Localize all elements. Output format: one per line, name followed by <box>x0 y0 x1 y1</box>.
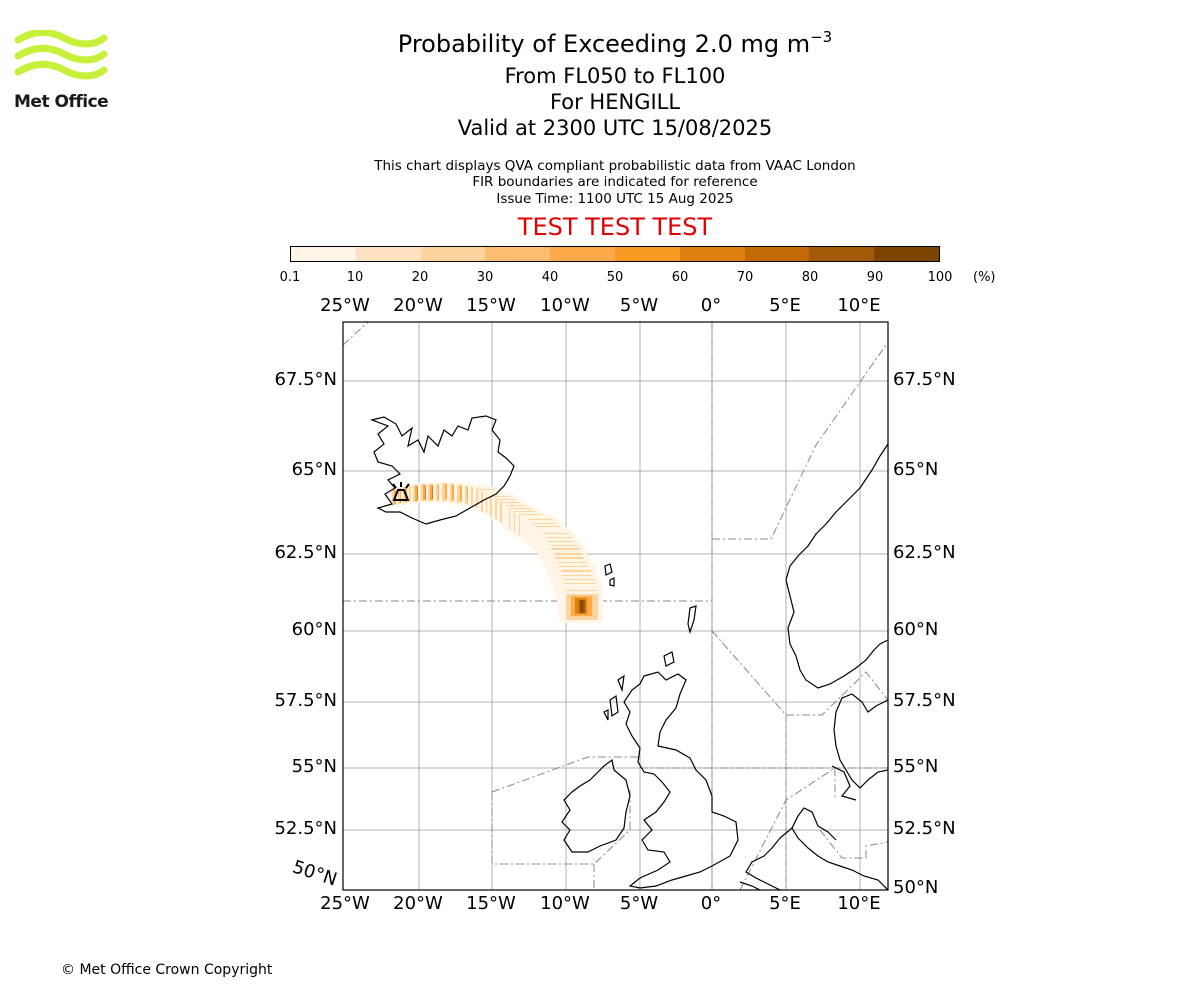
lat-label-right: 57.5°N <box>893 690 956 711</box>
lon-label: 10°E <box>837 295 881 316</box>
colorbar-segment <box>744 247 810 261</box>
colorbar-segment <box>550 247 615 261</box>
lon-label: 15°W <box>466 295 516 316</box>
lat-label-right: 55°N <box>893 756 939 777</box>
fir-boundaries <box>343 322 888 890</box>
lon-label: 25°W <box>320 893 370 914</box>
chart-title: Probability of Exceeding 2.0 mg m−3 <box>0 28 1200 58</box>
lon-label: 20°W <box>393 295 443 316</box>
lat-label-left: 52.5°N <box>274 818 337 839</box>
lon-label: 10°E <box>837 893 881 914</box>
colorbar-segment <box>355 247 421 261</box>
info-line-3: Issue Time: 1100 UTC 15 Aug 2025 <box>496 191 734 207</box>
colorbar-tick-label: 40 <box>541 270 559 285</box>
colorbar-tick-label: 100 <box>927 270 953 285</box>
colorbar-tick-label: 90 <box>866 270 884 285</box>
gridlines <box>343 322 888 890</box>
flight-levels: From FL050 to FL100 <box>504 64 726 88</box>
colorbar-tick-label: 70 <box>736 270 754 285</box>
info-line-2: FIR boundaries are indicated for referen… <box>472 174 758 190</box>
lat-label-left: 65°N <box>291 459 337 480</box>
lat-label-right: 65°N <box>893 459 939 480</box>
met-office-logo <box>14 30 108 80</box>
title-main: Probability of Exceeding 2.0 mg m <box>397 30 811 58</box>
lon-label: 20°W <box>393 893 443 914</box>
map <box>342 321 889 891</box>
colorbar-segment <box>614 247 680 261</box>
ash-cell <box>581 601 583 612</box>
lon-label: 5°W <box>619 893 659 914</box>
lon-label: 0° <box>700 893 722 914</box>
lon-label: 10°W <box>540 295 590 316</box>
colorbar-tick-label: 10 <box>346 270 364 285</box>
lon-label: 0° <box>700 295 722 316</box>
lat-label-right: 60°N <box>893 619 939 640</box>
lat-label-left: 55°N <box>291 756 337 777</box>
colorbar-tick-label: 20 <box>411 270 429 285</box>
lat-label-left: 57.5°N <box>274 690 337 711</box>
copyright: © Met Office Crown Copyright <box>61 962 273 978</box>
title-exponent: −3 <box>810 28 833 46</box>
lon-label: 5°E <box>769 295 801 316</box>
colorbar-segment <box>485 247 551 261</box>
colorbar-segment <box>291 247 356 261</box>
ash-probability-field <box>390 482 603 623</box>
logo-text: Met Office <box>14 92 109 112</box>
lon-label: 10°W <box>540 893 590 914</box>
lon-label: 25°W <box>320 295 370 316</box>
lon-label: 15°W <box>466 893 516 914</box>
colorbar-tick-label: 50 <box>606 270 624 285</box>
lat-label-right: 50°N <box>893 877 939 898</box>
probability-colorbar <box>290 246 940 262</box>
colorbar-segment <box>874 247 939 261</box>
lat-label-left: 60°N <box>291 619 337 640</box>
lon-label: 5°E <box>769 893 801 914</box>
colorbar-segment <box>809 247 875 261</box>
colorbar-tick-label: 0.1 <box>279 270 301 285</box>
lat-label-left: 62.5°N <box>274 542 337 563</box>
test-banner: TEST TEST TEST <box>517 213 713 241</box>
colorbar-segment <box>679 247 745 261</box>
info-line-1: This chart displays QVA compliant probab… <box>374 158 856 174</box>
colorbar-tick-label: 30 <box>476 270 494 285</box>
lat-label-right: 67.5°N <box>893 369 956 390</box>
lat-label-right: 62.5°N <box>893 542 956 563</box>
colorbar-segment <box>420 247 486 261</box>
colorbar-tick-label: 60 <box>671 270 689 285</box>
lon-label: 5°W <box>619 295 659 316</box>
colorbar-tick-label: 80 <box>801 270 819 285</box>
lat-label-right: 52.5°N <box>893 818 956 839</box>
valid-time: Valid at 2300 UTC 15/08/2025 <box>457 116 773 140</box>
coastlines <box>369 415 888 890</box>
volcano-name: For HENGILL <box>549 90 681 114</box>
lat-label-left: 67.5°N <box>274 369 337 390</box>
colorbar-unit: (%) <box>973 270 996 285</box>
volcano-marker-icon <box>392 482 410 501</box>
map-frame <box>342 321 889 891</box>
